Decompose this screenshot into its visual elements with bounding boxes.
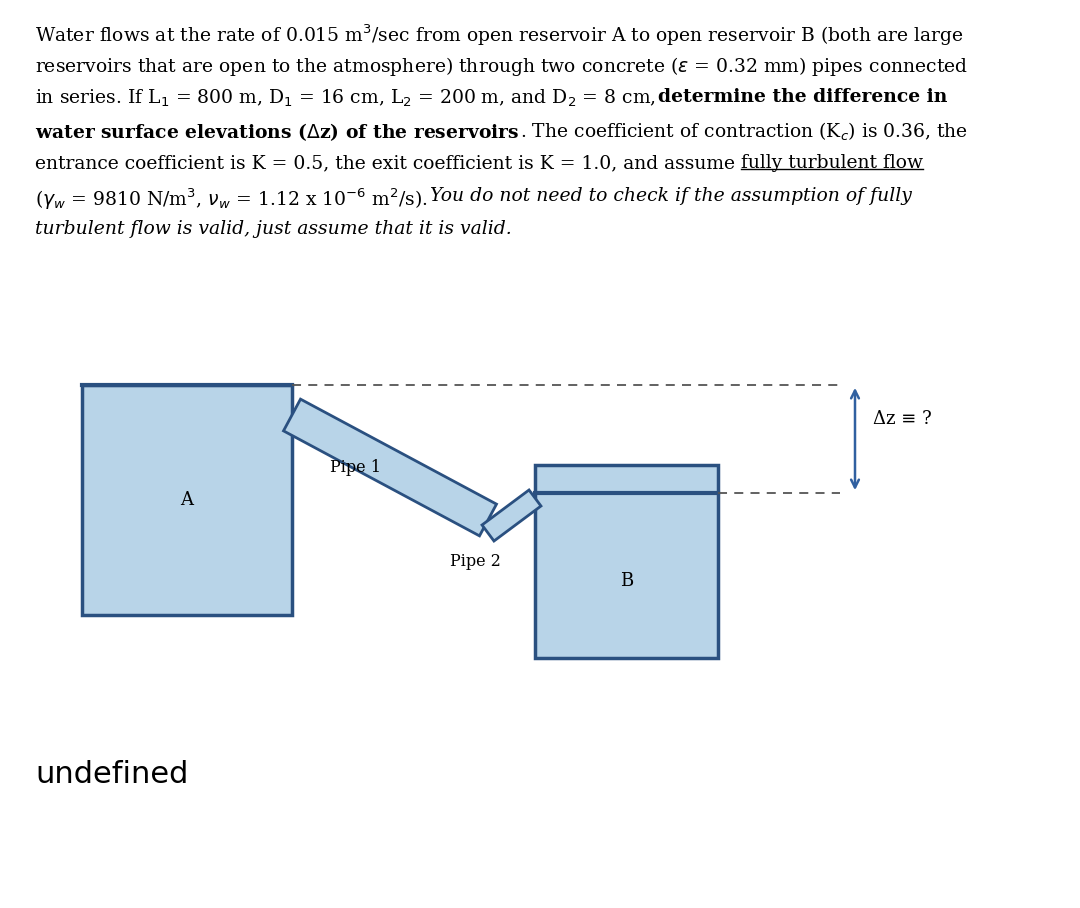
Text: in series. If L$_1$ = 800 m, D$_1$ = 16 cm, L$_2$ = 200 m, and D$_2$ = 8 cm,: in series. If L$_1$ = 800 m, D$_1$ = 16 … — [35, 88, 658, 109]
Text: water surface elevations ($\Delta$z) of the reservoirs: water surface elevations ($\Delta$z) of … — [35, 121, 519, 143]
Text: undefined: undefined — [35, 760, 188, 789]
Text: reservoirs that are open to the atmosphere) through two concrete ($\varepsilon$ : reservoirs that are open to the atmosphe… — [35, 55, 968, 78]
Text: . The coefficient of contraction (K$_c$) is 0.36, the: . The coefficient of contraction (K$_c$)… — [519, 121, 968, 143]
Polygon shape — [482, 490, 541, 541]
Text: You do not need to check if the assumption of fully: You do not need to check if the assumpti… — [430, 187, 912, 205]
Text: ($\gamma$$_w$ = 9810 N/m$^3$, $\nu$$_w$ = 1.12 x 10$^{-6}$ m$^2$/s).: ($\gamma$$_w$ = 9810 N/m$^3$, $\nu$$_w$ … — [35, 187, 430, 212]
Text: entrance coefficient is K = 0.5, the exit coefficient is K = 1.0, and assume: entrance coefficient is K = 0.5, the exi… — [35, 154, 741, 172]
Text: Pipe 1: Pipe 1 — [330, 459, 381, 477]
Text: turbulent flow is valid, just assume that it is valid.: turbulent flow is valid, just assume tha… — [35, 220, 512, 238]
Bar — [535, 465, 718, 658]
Text: determine the difference in: determine the difference in — [658, 88, 947, 106]
Text: B: B — [620, 571, 633, 589]
Text: fully turbulent flow: fully turbulent flow — [741, 154, 923, 172]
Text: Pipe 2: Pipe 2 — [450, 554, 501, 570]
Bar — [82, 385, 292, 615]
Polygon shape — [284, 400, 497, 536]
Text: A: A — [180, 491, 193, 509]
Text: Water flows at the rate of 0.015 m$^3$/sec from open reservoir A to open reservo: Water flows at the rate of 0.015 m$^3$/s… — [35, 22, 963, 47]
Text: Δz ≡ ?: Δz ≡ ? — [873, 410, 932, 428]
